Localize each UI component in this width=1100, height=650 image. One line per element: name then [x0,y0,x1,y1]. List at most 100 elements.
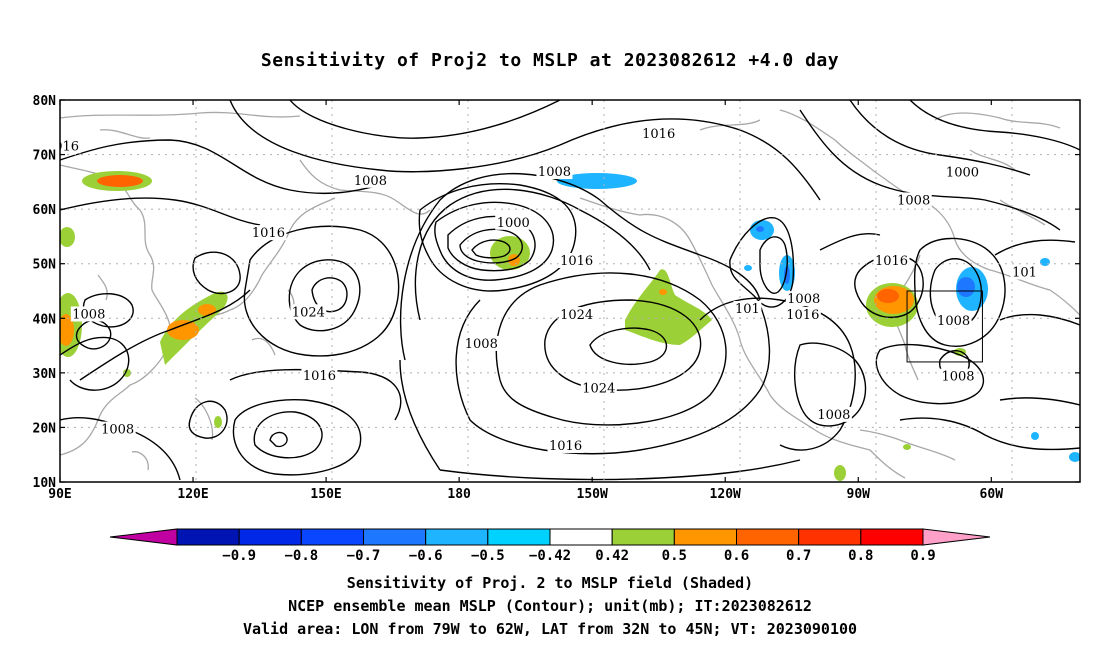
contour-label: 1008 [538,165,571,180]
lat-tick-label: 60N [33,203,57,218]
contour-label: 1016 [786,308,819,323]
contour-label: 1008 [897,193,930,208]
lon-tick-label: 120E [177,487,208,502]
contour-label-bg [1010,264,1039,280]
lat-tick-label: 40N [33,312,57,327]
contour-label-bg [290,304,327,320]
contour-label-bg [580,380,617,396]
contour-label-bg [815,406,852,422]
lon-tick-label: 150E [310,487,341,502]
colorbar-label: 0.8 [848,548,873,564]
color-bar: −0.9 −0.8 −0.7 −0.6 −0.5 −0.42 0.42 0.5 0.6 0.7 0.… [109,528,991,564]
caption-contour: NCEP ensemble mean MSLP (Contour); unit(… [288,597,812,615]
contour-label: 1008 [937,314,970,329]
contour-label: 1008 [817,408,850,423]
contour-label: 1000 [497,216,530,231]
contour-label-bg [558,307,595,323]
colorbar-box [300,528,365,546]
valid-area-box [906,290,983,363]
contour-label-bg [944,164,981,180]
longitude-axis: 90E 120E 150E 180 150W 120W 90W 60W [48,100,1003,502]
lat-tick-label: 70N [33,149,57,164]
colorbar-box [238,528,302,546]
contour-label: 1008 [72,307,105,322]
contour-label: 016 [54,139,79,154]
graticule [60,100,1080,482]
lat-tick-label: 30N [33,367,57,382]
lon-tick-label: 90E [48,487,71,502]
contour-label: 1000 [946,166,979,181]
colorbar-box [363,528,427,546]
lat-tick-label: 20N [33,421,57,436]
colorbar-max-arrow [922,528,991,546]
colorbar-box [860,528,924,546]
caption-shaded: Sensitivity of Proj. 2 to MSLP field (Sh… [346,574,754,592]
contour-label-bg [536,164,573,180]
lon-tick-label: 150W [577,487,608,502]
contour-label-bg [935,313,972,329]
contour-label-bg [558,252,595,268]
colorbar-label: 0.6 [724,548,749,564]
sensitivity-shading [60,171,1080,481]
contour-label-bg [873,252,910,268]
contour-label: 1024 [292,305,325,320]
colorbar-label: −0.6 [409,548,443,564]
colorbar-label: 0.5 [662,548,687,564]
contour-label: 1016 [252,226,285,241]
contour-label: 1024 [560,308,593,323]
contour-label-bg [733,301,762,317]
lat-tick-label: 50N [33,258,57,273]
colorbar-label: 0.7 [786,548,811,564]
colorbar-label: −0.8 [284,548,318,564]
mslp-contours [60,100,1080,481]
contour-label-bg [940,368,977,384]
contour-label: 1016 [549,439,582,454]
lat-tick-label: 80N [33,94,57,109]
contour-label-bg [785,291,822,307]
colorbar-box [673,528,737,546]
contour-label-bg [784,307,821,323]
latitude-axis: 80N 70N 60N 50N 40N 30N 20N 10N [33,94,1080,491]
map-title: Sensitivity of Proj2 to MSLP at 20230826… [260,50,840,71]
contour-label-bg [895,192,932,208]
colorbar-box [425,528,489,546]
colorbar-box [549,528,613,546]
contour-label: 1016 [303,369,336,384]
lon-tick-label: 60W [980,487,1004,502]
contour-label: 1008 [101,423,134,438]
colorbar-label: −0.42 [529,548,571,564]
lat-tick-label: 10N [33,476,57,491]
contour-label-bg [352,172,389,188]
colorbar-label: 0.9 [910,548,935,564]
contour-label: 101 [735,302,760,317]
contour-label-bg [70,306,107,322]
colorbar-box [611,528,675,546]
contour-label-bg [640,125,677,141]
colorbar-min-arrow [109,528,178,546]
map-frame [59,99,1081,483]
contour-label-bg [301,368,338,384]
colorbar-label: −0.5 [471,548,505,564]
contour-label: 101 [1012,265,1037,280]
contour-label: 1008 [354,174,387,189]
colorbar-label: 0.42 [595,548,629,564]
contour-label: 1016 [875,254,908,269]
lon-tick-label: 120W [710,487,741,502]
contour-label: 1024 [582,382,615,397]
colorbar-box [176,528,240,546]
colorbar-label: −0.7 [347,548,381,564]
contour-label: 1016 [642,127,675,142]
contour-label-bg [547,437,584,453]
lon-tick-label: 90W [847,487,871,502]
lon-tick-label: 180 [447,487,471,502]
colorbar-box [798,528,862,546]
contour-label-bg [463,335,500,351]
contour-label-bg [60,138,81,154]
colorbar-box [487,528,551,546]
contour-label: 1008 [787,292,820,307]
colorbar-box [736,528,800,546]
contour-label: 1016 [560,254,593,269]
caption-valid-area: Valid area: LON from 79W to 62W, LAT fro… [242,620,858,638]
